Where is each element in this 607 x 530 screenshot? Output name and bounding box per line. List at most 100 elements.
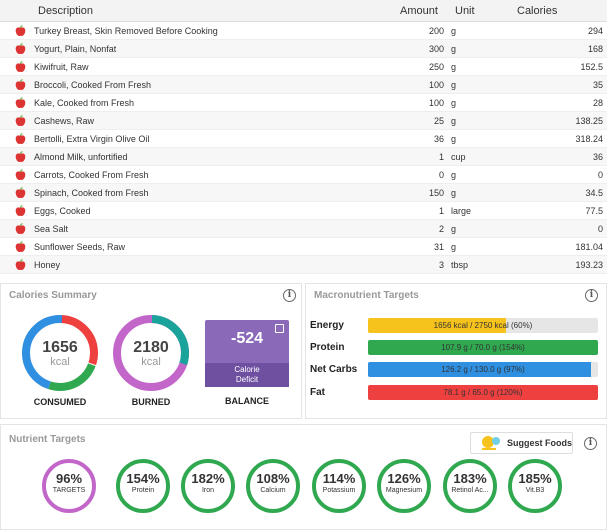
food-description: Cashews, Raw: [34, 116, 95, 126]
nutrient-name: Retinol Ac...: [451, 487, 489, 494]
nutrient-circle[interactable]: 182% Iron: [181, 459, 235, 513]
food-unit[interactable]: g: [451, 224, 457, 234]
table-row[interactable]: Eggs, Cooked 1 large 77.5: [0, 202, 607, 220]
macro-bar-fill: [368, 318, 506, 333]
food-unit[interactable]: g: [451, 188, 457, 198]
burned-unit: kcal: [141, 355, 161, 368]
burned-ring: 2180 kcal: [111, 313, 191, 393]
targets-circle[interactable]: 96% TARGETS: [42, 459, 96, 513]
table-row[interactable]: Kale, Cooked from Fresh 100 g 28: [0, 94, 607, 112]
nutrient-circle[interactable]: 114% Potassium: [312, 459, 366, 513]
food-unit[interactable]: g: [451, 134, 457, 144]
info-icon[interactable]: i: [584, 437, 597, 450]
food-unit[interactable]: g: [451, 80, 457, 90]
nutrient-percent: 108%: [256, 471, 290, 486]
food-table: Description Amount Unit Calories Turkey …: [0, 0, 607, 274]
macro-bar-fill: [368, 385, 598, 400]
suggest-foods-label: Suggest Foods: [507, 438, 572, 448]
nutrient-name: Magnesium: [385, 487, 423, 494]
food-amount[interactable]: 36: [433, 134, 444, 144]
food-amount[interactable]: 250: [428, 62, 444, 72]
col-calories[interactable]: Calories: [517, 5, 558, 17]
food-unit[interactable]: g: [451, 62, 457, 72]
apple-icon: [15, 133, 26, 145]
nutrient-circle[interactable]: 126% Magnesium: [377, 459, 431, 513]
food-calories: 168: [587, 44, 603, 54]
macro-bar: 126.2 g / 130.0 g (97%): [368, 362, 598, 377]
food-amount[interactable]: 300: [428, 44, 444, 54]
food-description: Turkey Breast, Skin Removed Before Cooki…: [34, 26, 218, 36]
macro-bar: 107.9 g / 70.0 g (154%): [368, 340, 598, 355]
nutrient-name: Vit.B3: [525, 487, 545, 494]
suggest-foods-icon: [482, 436, 500, 450]
food-amount[interactable]: 1: [438, 152, 444, 162]
table-row[interactable]: Turkey Breast, Skin Removed Before Cooki…: [0, 22, 607, 40]
food-description: Sea Salt: [34, 224, 69, 234]
apple-icon: [15, 259, 26, 271]
nutrient-circle[interactable]: 108% Calcium: [246, 459, 300, 513]
food-calories: 28: [592, 98, 603, 108]
table-row[interactable]: Almond Milk, unfortified 1 cup 36: [0, 148, 607, 166]
apple-icon: [15, 205, 26, 217]
food-unit[interactable]: cup: [451, 152, 466, 162]
table-row[interactable]: Carrots, Cooked From Fresh 0 g 0: [0, 166, 607, 184]
food-description: Kale, Cooked from Fresh: [34, 98, 135, 108]
nutrient-percent: 154%: [126, 471, 160, 486]
nutrient-circle[interactable]: 185% Vit.B3: [508, 459, 562, 513]
food-amount[interactable]: 3: [438, 260, 444, 270]
food-calories: 0: [597, 170, 603, 180]
consumed-unit: kcal: [50, 355, 70, 368]
macro-label: Protein: [310, 342, 345, 353]
macro-bar-fill: [368, 340, 598, 355]
macro-bar: 78.1 g / 65.0 g (120%): [368, 385, 598, 400]
food-unit[interactable]: g: [451, 98, 457, 108]
food-calories: 181.04: [575, 242, 603, 252]
table-row[interactable]: Sunflower Seeds, Raw 31 g 181.04: [0, 238, 607, 256]
table-row[interactable]: Yogurt, Plain, Nonfat 300 g 168: [0, 40, 607, 58]
nutrient-circle[interactable]: 183% Retinol Ac...: [443, 459, 497, 513]
food-amount[interactable]: 31: [433, 242, 444, 252]
food-amount[interactable]: 2: [438, 224, 444, 234]
macro-bar-text: 126.2 g / 130.0 g (97%): [441, 365, 525, 374]
macro-bar-text: 1656 kcal / 2750 kcal (60%): [433, 321, 533, 330]
food-amount[interactable]: 0: [438, 170, 444, 180]
food-unit[interactable]: g: [451, 44, 457, 54]
food-amount[interactable]: 150: [428, 188, 444, 198]
col-unit[interactable]: Unit: [455, 5, 475, 17]
food-description: Bertolli, Extra Virgin Olive Oil: [34, 134, 150, 144]
info-icon[interactable]: i: [585, 289, 598, 302]
food-unit[interactable]: tbsp: [451, 260, 469, 270]
apple-icon: [15, 151, 26, 163]
col-description[interactable]: Description: [38, 5, 94, 17]
food-unit[interactable]: g: [451, 170, 457, 180]
table-header: Description Amount Unit Calories: [0, 0, 607, 22]
table-row[interactable]: Spinach, Cooked from Fresh 150 g 34.5: [0, 184, 607, 202]
col-amount[interactable]: Amount: [400, 5, 438, 17]
food-amount[interactable]: 1: [438, 206, 444, 216]
food-description: Yogurt, Plain, Nonfat: [34, 44, 117, 54]
table-row[interactable]: Broccoli, Cooked From Fresh 100 g 35: [0, 76, 607, 94]
info-icon[interactable]: i: [283, 289, 296, 302]
nutrient-circle[interactable]: 154% Protein: [116, 459, 170, 513]
consumed-label: CONSUMED: [33, 397, 87, 407]
table-row[interactable]: Bertolli, Extra Virgin Olive Oil 36 g 318.2…: [0, 130, 607, 148]
food-unit[interactable]: g: [451, 116, 457, 126]
balance-sub-line1: Calorie: [234, 365, 260, 374]
food-amount[interactable]: 100: [428, 80, 444, 90]
food-unit[interactable]: g: [451, 26, 457, 36]
nutrient-percent: 185%: [518, 471, 552, 486]
table-row[interactable]: Sea Salt 2 g 0: [0, 220, 607, 238]
food-unit[interactable]: large: [451, 206, 472, 216]
suggest-foods-button[interactable]: Suggest Foods: [470, 432, 573, 454]
table-row[interactable]: Kiwifruit, Raw 250 g 152.5: [0, 58, 607, 76]
food-amount[interactable]: 200: [428, 26, 444, 36]
table-row[interactable]: Honey 3 tbsp 193.23: [0, 256, 607, 274]
nutrient-percent: 96%: [55, 471, 83, 486]
food-amount[interactable]: 100: [428, 98, 444, 108]
food-description: Kiwifruit, Raw: [34, 62, 89, 72]
table-row[interactable]: Cashews, Raw 25 g 138.25: [0, 112, 607, 130]
macro-bar: 1656 kcal / 2750 kcal (60%): [368, 318, 598, 333]
food-unit[interactable]: g: [451, 242, 457, 252]
food-amount[interactable]: 25: [433, 116, 444, 126]
food-calories: 294: [587, 26, 603, 36]
